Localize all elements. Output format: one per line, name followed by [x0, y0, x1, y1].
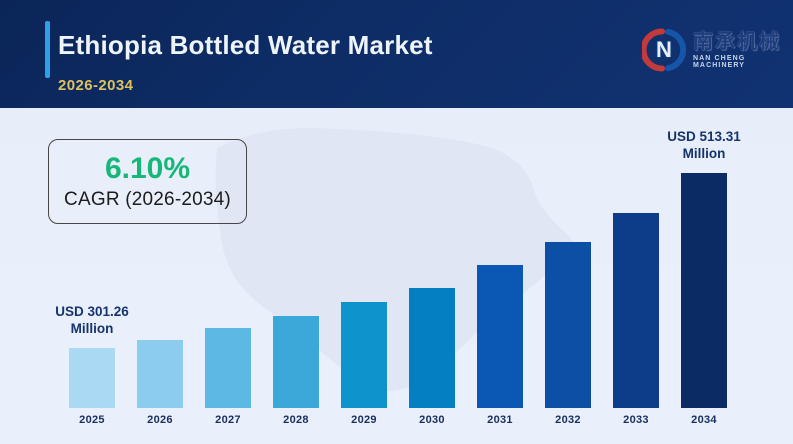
company-logo: N 南承机械 NAN CHENG MACHINERY: [642, 28, 793, 72]
header-banner: Ethiopia Bottled Water Market 2026-2034 …: [0, 0, 793, 108]
value-label-2025: USD 301.26 Million: [55, 304, 129, 337]
logo-monogram: N: [656, 37, 672, 62]
bar-slot-2026: 2026: [137, 340, 183, 426]
cagr-box: 6.10% CAGR (2026-2034): [48, 139, 247, 224]
axis-label-2025: 2025: [79, 414, 105, 426]
value-label-2034: USD 513.31 Million: [667, 129, 741, 162]
axis-label-2033: 2033: [623, 414, 649, 426]
chart-area: 6.10% CAGR (2026-2034) USD 301.26 Million…: [0, 108, 793, 444]
bar-2029: [341, 302, 387, 408]
axis-label-2028: 2028: [283, 414, 309, 426]
bar-slot-2029: 2029: [341, 302, 387, 426]
axis-label-2031: 2031: [487, 414, 513, 426]
logo-ring-icon: N: [642, 28, 686, 72]
bar-slot-2030: 2030: [409, 288, 455, 426]
cagr-label: CAGR (2026-2034): [64, 189, 231, 210]
bar-2033: [613, 213, 659, 408]
bars-row: USD 301.26 Million 2025 2026 2027 2028 2029 203…: [55, 129, 741, 426]
logo-en-name: NAN CHENG MACHINERY: [693, 55, 746, 69]
bar-2028: [273, 316, 319, 408]
bar-2025: [69, 348, 115, 408]
bar-slot-2032: 2032: [545, 242, 591, 426]
axis-label-2030: 2030: [419, 414, 445, 426]
page-period: 2026-2034: [58, 77, 134, 94]
page-title: Ethiopia Bottled Water Market: [58, 30, 433, 60]
bar-2027: [205, 328, 251, 408]
cagr-value: 6.10%: [104, 152, 191, 185]
bar-2030: [409, 288, 455, 408]
bar-2034: [681, 173, 727, 408]
bar-slot-2034: USD 513.31 Million 2034: [667, 129, 741, 426]
axis-label-2029: 2029: [351, 414, 377, 426]
bar-2026: [137, 340, 183, 408]
logo-cn-name: 南承机械: [693, 29, 781, 53]
logo-text: 南承机械 NAN CHENG MACHINERY: [693, 31, 793, 69]
bar-slot-2031: 2031: [477, 265, 523, 426]
axis-label-2027: 2027: [215, 414, 241, 426]
bar-2032: [545, 242, 591, 408]
axis-label-2026: 2026: [147, 414, 173, 426]
axis-label-2034: 2034: [691, 414, 717, 426]
axis-label-2032: 2032: [555, 414, 581, 426]
title-accent-bar: [45, 21, 50, 78]
bar-slot-2027: 2027: [205, 328, 251, 426]
bar-slot-2033: 2033: [613, 213, 659, 426]
bar-2031: [477, 265, 523, 408]
bar-slot-2025: USD 301.26 Million 2025: [55, 304, 129, 426]
bar-slot-2028: 2028: [273, 316, 319, 426]
